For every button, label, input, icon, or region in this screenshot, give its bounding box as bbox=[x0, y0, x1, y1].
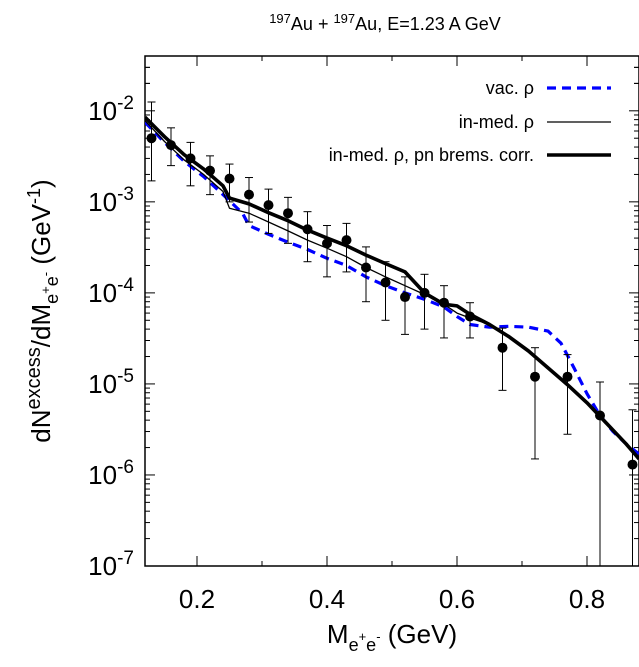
y-title-excess: excess bbox=[23, 347, 45, 409]
y-title-unit-open: (GeV bbox=[26, 203, 56, 272]
title-plus: + bbox=[313, 14, 334, 34]
x-tick-label: 0.6 bbox=[439, 584, 475, 614]
y-tick-exponent: -4 bbox=[117, 275, 134, 296]
data-point bbox=[302, 224, 313, 235]
data-point bbox=[595, 410, 605, 421]
y-tick-label: 10-3 bbox=[88, 184, 134, 217]
y-title-subsup2: - bbox=[38, 272, 53, 276]
title-mass-2: 197 bbox=[333, 11, 355, 26]
y-title-subsup1: + bbox=[38, 286, 53, 294]
x-tick-labels: 0.2 0.4 0.6 0.8 bbox=[179, 584, 605, 614]
series-line-0 bbox=[145, 121, 639, 456]
data-point bbox=[465, 311, 475, 322]
data-point bbox=[627, 459, 638, 470]
data-point bbox=[244, 189, 254, 200]
data-point bbox=[205, 165, 215, 176]
legend-label-vac-rho: vac. ρ bbox=[486, 78, 534, 98]
legend-item-vac-rho: vac. ρ bbox=[486, 78, 611, 98]
data-point bbox=[263, 200, 274, 211]
title-energy: , E=1.23 A GeV bbox=[377, 14, 501, 34]
data-point bbox=[380, 277, 391, 288]
y-tick-base: 10 bbox=[88, 96, 117, 126]
y-tick-base: 10 bbox=[88, 460, 117, 490]
y-tick-label: 10-2 bbox=[88, 93, 134, 126]
y-title-dm: /dM bbox=[26, 304, 56, 347]
x-title-main: M bbox=[327, 619, 349, 649]
title-mass-1: 197 bbox=[269, 11, 291, 26]
y-tick-label: 10-4 bbox=[88, 275, 134, 308]
y-title-dn: dN bbox=[26, 409, 56, 442]
y-title-sub2: e bbox=[42, 276, 62, 286]
legend-label-in-med-rho: in-med. ρ bbox=[459, 112, 534, 132]
legend-item-in-med-rho: in-med. ρ bbox=[459, 112, 611, 132]
y-tick-exponent: -3 bbox=[117, 184, 134, 205]
y-title-unit-close: ) bbox=[26, 179, 56, 188]
x-tick-label: 0.2 bbox=[179, 584, 215, 614]
x-title-sup1: + bbox=[359, 629, 367, 644]
y-tick-exponent: -5 bbox=[117, 366, 134, 387]
title-element-2: Au bbox=[355, 14, 377, 34]
x-axis-title: Me+e- (GeV) bbox=[327, 619, 457, 655]
data-point bbox=[530, 371, 540, 382]
y-tick-label: 10-6 bbox=[88, 457, 134, 490]
data-point bbox=[562, 371, 573, 382]
data-point bbox=[283, 208, 293, 219]
x-title-sup2: - bbox=[376, 629, 380, 644]
y-tick-base: 10 bbox=[88, 187, 117, 217]
data-point bbox=[439, 297, 449, 308]
data-point bbox=[400, 292, 410, 303]
data-point bbox=[341, 235, 352, 246]
x-title-unit: (GeV) bbox=[381, 619, 458, 649]
x-tick-label: 0.8 bbox=[569, 584, 605, 614]
data-points-layer bbox=[146, 101, 638, 566]
data-point bbox=[497, 342, 508, 353]
x-tick-label: 0.4 bbox=[309, 584, 345, 614]
legend-item-in-med-rho-brems: in-med. ρ, pn brems. corr. bbox=[329, 145, 611, 165]
y-title-unit-exp: -1 bbox=[24, 188, 44, 204]
plot-frame bbox=[144, 55, 639, 567]
axis-ticks bbox=[145, 55, 639, 567]
y-tick-labels: 10-210-310-410-510-610-7 bbox=[88, 93, 134, 581]
data-point bbox=[361, 262, 371, 273]
data-point bbox=[166, 140, 176, 151]
series-layer bbox=[145, 115, 639, 461]
data-point bbox=[224, 173, 235, 184]
x-title-sub2: e bbox=[366, 635, 376, 655]
y-tick-label: 10-7 bbox=[88, 548, 134, 581]
y-tick-base: 10 bbox=[88, 278, 117, 308]
data-point bbox=[419, 287, 430, 298]
y-tick-base: 10 bbox=[88, 551, 117, 581]
y-tick-base: 10 bbox=[88, 369, 117, 399]
series-line-2 bbox=[145, 115, 639, 461]
legend-label-in-med-rho-brems: in-med. ρ, pn brems. corr. bbox=[329, 145, 534, 165]
data-point bbox=[185, 153, 196, 164]
legend: vac. ρ in-med. ρ in-med. ρ, pn brems. co… bbox=[329, 78, 611, 165]
x-title-sub1: e bbox=[349, 635, 359, 655]
y-tick-exponent: -7 bbox=[117, 548, 134, 569]
data-point bbox=[146, 133, 157, 144]
title-element-1: Au bbox=[291, 14, 313, 34]
chart-title: 197Au + 197Au, E=1.23 A GeV bbox=[269, 11, 501, 34]
y-title-sub1: e bbox=[42, 294, 62, 304]
y-tick-exponent: -6 bbox=[117, 457, 134, 478]
y-tick-label: 10-5 bbox=[88, 366, 134, 399]
y-tick-exponent: -2 bbox=[117, 93, 134, 114]
y-axis-title: dNexcess/dMe+e- (GeV-1) bbox=[23, 179, 62, 442]
data-point bbox=[322, 238, 332, 249]
